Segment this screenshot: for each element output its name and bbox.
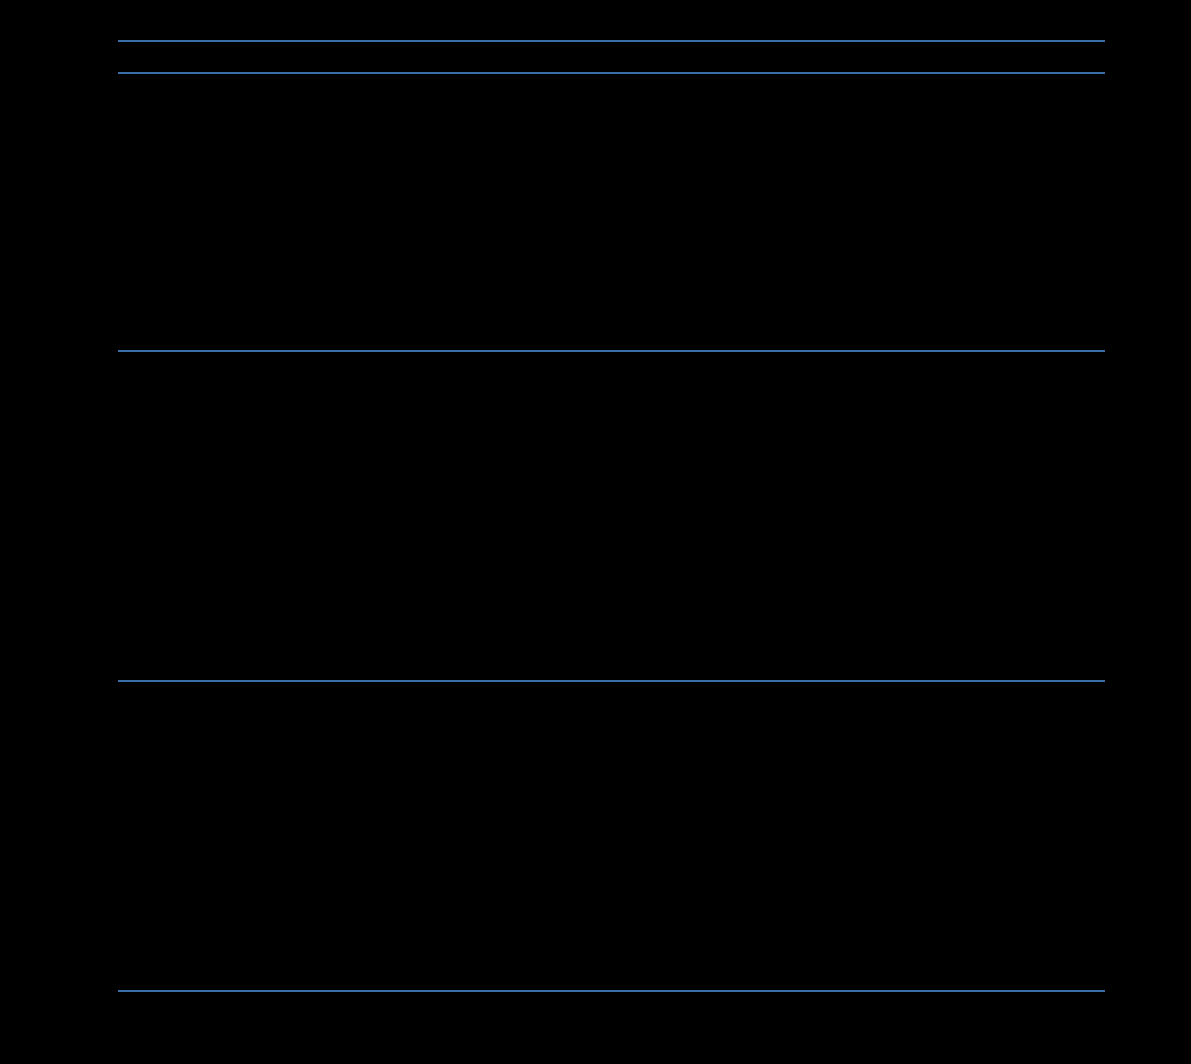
divider-rule-0 — [118, 40, 1105, 42]
divider-rule-1 — [118, 72, 1105, 74]
divider-rule-4 — [118, 990, 1105, 992]
page — [0, 0, 1191, 1064]
divider-rule-3 — [118, 680, 1105, 682]
divider-rule-2 — [118, 350, 1105, 352]
